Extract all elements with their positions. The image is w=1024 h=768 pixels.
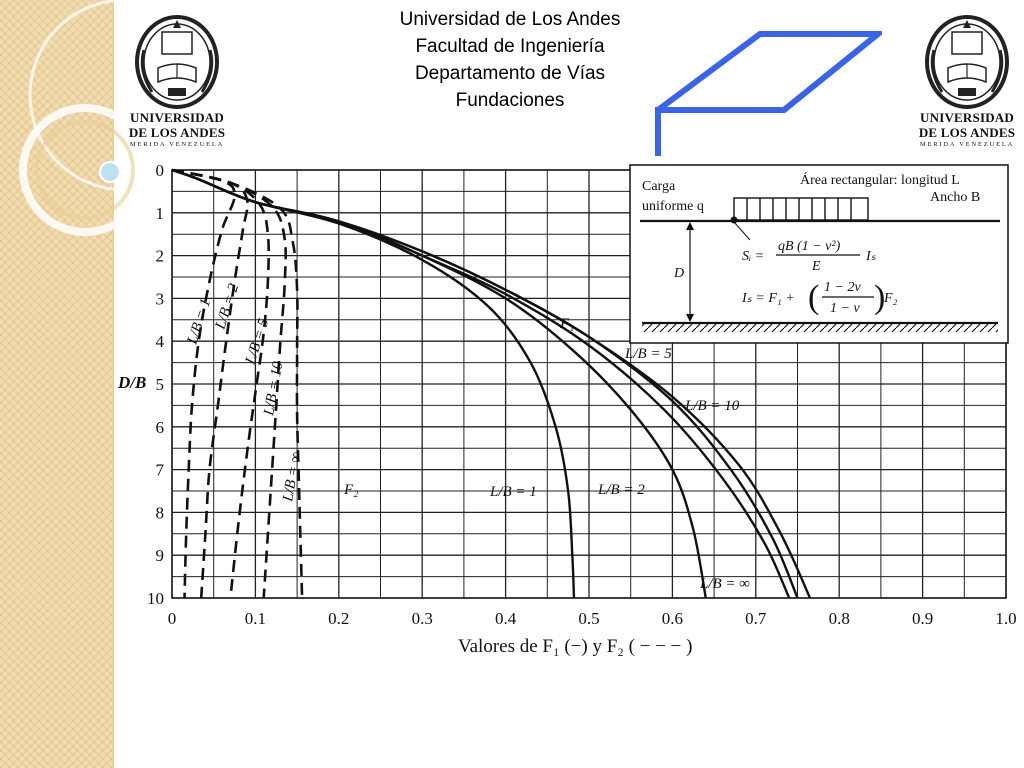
title-university: Universidad de Los Andes [399, 9, 621, 30]
f2-label-lb2: L/B = 2 [212, 281, 242, 332]
x-tick-label: 0.5 [578, 609, 599, 628]
x-tick-label: 0.8 [829, 609, 850, 628]
y-axis-label: D/B [117, 373, 146, 392]
y-tick-label: 9 [156, 546, 165, 565]
logo-text-line1: UNIVERSIDAD [920, 110, 1014, 125]
y-tick-label: 2 [156, 247, 165, 266]
inset-carga-label: Carga [642, 179, 676, 194]
x-tick-label: 0.4 [495, 609, 517, 628]
x-tick-label: 0.2 [328, 609, 349, 628]
axis-ticks: 0 0.1 0.2 0.3 0.4 0.5 0.6 0.7 0.8 0.9 1.0 0 1 2 3 4 5 6 7 8… [147, 161, 1017, 628]
annotation-f1: F₁ [559, 316, 574, 332]
f1-label-lb10: L/B = 10 [684, 398, 740, 414]
formula1-denominator: E [811, 259, 821, 274]
x-tick-label: 0.1 [245, 609, 266, 628]
y-tick-label: 1 [156, 204, 165, 223]
svg-text:): ) [874, 279, 885, 316]
y-tick-label: 10 [147, 589, 164, 608]
f1-label-lb1: L/B = 1 [489, 484, 537, 500]
formula1-numerator: qB (1 − ν²) [778, 239, 841, 254]
f2-series-line-2 [171, 168, 249, 599]
formula2-denominator: 1 − ν [830, 301, 860, 316]
point-marker-icon [730, 216, 738, 224]
logo-text-line2: DE LOS ANDES [128, 125, 226, 140]
formula-si-lhs: Sᵢ = [742, 249, 764, 264]
y-tick-label: 8 [156, 503, 165, 522]
f1-series-line-5 [171, 168, 799, 599]
university-logo-left: UNIVERSIDAD DE LOS ANDES MERIDA VENEZUEL… [128, 10, 226, 150]
f2-series-line-5 [171, 168, 304, 599]
title-department: Departamento de Vías [414, 63, 606, 84]
f1-curves [171, 168, 812, 599]
f2-label-lb10: L/B = 10 [261, 360, 286, 418]
decorative-rings-icon [19, 0, 160, 236]
x-tick-label: 0.6 [662, 609, 683, 628]
formula2-lhs: Iₛ = F₁ + [741, 291, 795, 306]
title-course: Fundaciones [455, 90, 565, 111]
f1-label-lb2: L/B = 2 [597, 482, 645, 498]
y-tick-label: 7 [156, 461, 165, 480]
f1-label-lbinf: L/B = ∞ [699, 576, 750, 592]
x-axis-label: Valores de F₁ (−) y F₂ ( − − − ) [458, 636, 692, 657]
f2-series-line-3 [171, 168, 270, 599]
inset-d-label: D [673, 266, 684, 281]
title-faculty: Facultad de Ingeniería [415, 36, 605, 57]
logo-text-line3: MERIDA VENEZUELA [129, 141, 225, 148]
f2-series-line-4 [171, 168, 288, 599]
f2-curves [171, 168, 304, 599]
y-tick-label: 6 [156, 418, 165, 437]
inset-ancho-label: Ancho B [930, 190, 980, 205]
annotation-f2: F₂ [343, 482, 358, 498]
x-tick-label: 0.9 [912, 609, 933, 628]
logo-text-line1: UNIVERSIDAD [130, 110, 224, 125]
x-tick-label: 0.7 [745, 609, 767, 628]
y-tick-label: 4 [156, 332, 165, 351]
x-tick-label: 0 [168, 609, 177, 628]
series-annotations: F₁ F₂ [343, 316, 574, 498]
slab-parallelogram-icon [655, 31, 882, 156]
university-logo-right: UNIVERSIDAD DE LOS ANDES MERIDA VENEZUEL… [918, 10, 1016, 150]
inset-uniforme-label: uniforme q [642, 199, 704, 214]
inset-area-label: Área rectangular: longitud L [800, 171, 960, 188]
page-title: Universidad de Los Andes Facultad de Ing… [300, 6, 720, 114]
svg-text:(: ( [808, 279, 819, 316]
logo-text-line2: DE LOS ANDES [918, 125, 1016, 140]
f2-label-lb1: L/B = 1 [184, 297, 214, 347]
formula1-tail: Iₛ [865, 249, 877, 264]
y-tick-label: 3 [156, 289, 165, 308]
logo-text-line3: MERIDA VENEZUELA [919, 141, 1015, 148]
f1-curve-labels: L/B = 5 L/B = 10 L/B = 1 L/B = 2 L/B = ∞ [489, 346, 750, 592]
f1-label-lb5: L/B = 5 [624, 346, 672, 362]
university-seal-icon [135, 15, 219, 109]
formula2-numerator: 1 − 2ν [824, 280, 861, 295]
decorative-side-panel [0, 0, 114, 768]
y-tick-label: 0 [156, 161, 165, 180]
inset-diagram: Carga uniforme q Área rectangular: longi… [629, 164, 1009, 344]
formula2-tail: F₂ [883, 291, 898, 306]
x-tick-label: 0.3 [412, 609, 433, 628]
rock-hatch [642, 321, 998, 332]
y-tick-label: 5 [156, 375, 165, 394]
x-tick-label: 1.0 [995, 609, 1016, 628]
f2-label-lbinf: L/B = ∞ [280, 450, 305, 503]
university-seal-icon [925, 15, 1009, 109]
f2-series-line-1 [171, 168, 236, 599]
